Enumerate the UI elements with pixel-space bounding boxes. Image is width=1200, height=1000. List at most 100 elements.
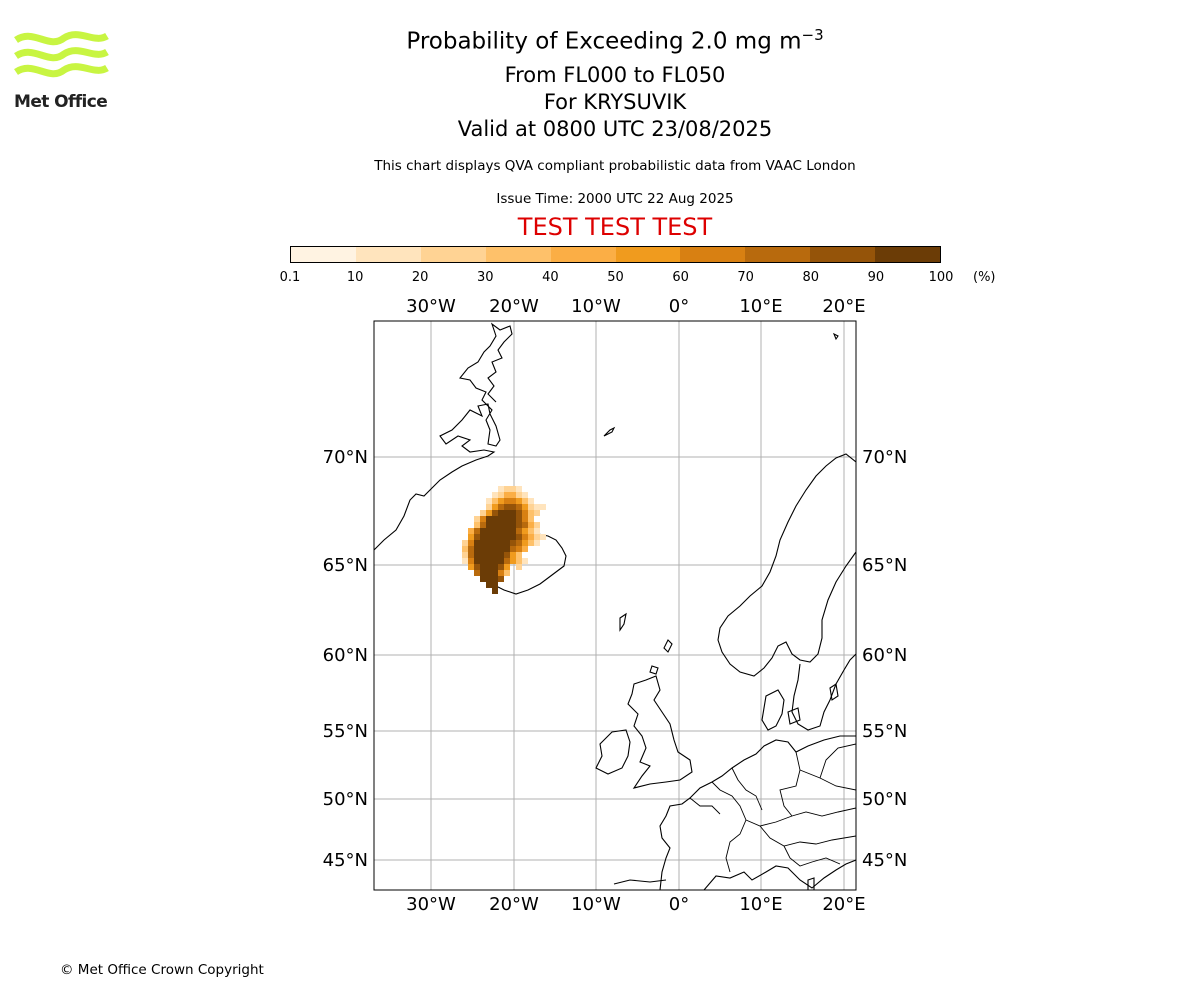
plume-cell: [504, 564, 510, 570]
corsica: [807, 877, 815, 890]
longitude-label: 0°: [669, 894, 689, 915]
plume-cell: [492, 582, 498, 588]
plume-cell: [480, 558, 486, 564]
plume-cell: [486, 522, 492, 528]
colorbar-segment: [420, 247, 486, 262]
plume-cell: [510, 552, 516, 558]
plume-cell: [486, 564, 492, 570]
plume-cell: [474, 564, 480, 570]
plume-cell: [516, 564, 522, 570]
plume-cell: [522, 522, 528, 528]
plume-cell: [486, 528, 492, 534]
colorbar-segment: [485, 247, 551, 262]
plume-cell: [480, 570, 486, 576]
longitude-label: 10°E: [739, 894, 782, 915]
map-background: [374, 321, 856, 890]
plume-cell: [510, 540, 516, 546]
test-banner: TEST TEST TEST: [517, 213, 713, 241]
plume-cell: [480, 516, 486, 522]
plume-cell: [534, 522, 540, 528]
plume-cell: [498, 492, 504, 498]
plume-cell: [522, 510, 528, 516]
plume-cell: [492, 540, 498, 546]
latitude-label: 55°N: [323, 721, 368, 742]
latitude-label: 45°N: [862, 850, 907, 871]
longitude-label: 20°W: [489, 894, 539, 915]
norway-coast: [717, 453, 856, 677]
plume-cell: [492, 552, 498, 558]
plume-cell: [492, 546, 498, 552]
plume-cell: [498, 576, 504, 582]
longitude-labels-top: 30°W 20°W 10°W 0° 10°E 20°E: [406, 296, 865, 317]
plume-cell: [480, 522, 486, 528]
plume-cell: [516, 486, 522, 492]
border: [689, 797, 721, 815]
iberia-north-coast: [613, 879, 667, 885]
country-borders: [689, 743, 856, 873]
colorbar-tick-label: 50: [607, 270, 624, 285]
gotland: [829, 683, 839, 701]
plume-cell: [462, 540, 468, 546]
ireland-coast: [595, 729, 631, 775]
plume-cell: [516, 498, 522, 504]
plume-cell: [474, 570, 480, 576]
colorbar-tick-label: 0.1: [279, 270, 301, 285]
latitude-label: 60°N: [323, 645, 368, 666]
plume-cell: [516, 546, 522, 552]
plume-cell: [462, 558, 468, 564]
colorbar-segment: [291, 247, 356, 262]
plume-cell: [474, 540, 480, 546]
plume-cell: [510, 546, 516, 552]
north-sea-coast: [659, 735, 856, 890]
plume-cell: [516, 528, 522, 534]
border: [819, 743, 856, 779]
plume-cell: [468, 558, 474, 564]
plume-cell: [528, 516, 534, 522]
orkney: [649, 665, 659, 675]
colorbar-tick-label: 10: [346, 270, 364, 285]
colorbar-tick-label: 90: [867, 270, 885, 285]
plume-cell: [486, 498, 492, 504]
plume-cell: [522, 516, 528, 522]
plume-cell: [492, 558, 498, 564]
colorbar-segment: [745, 247, 811, 262]
longitude-label: 0°: [669, 296, 689, 317]
plume-cell: [534, 510, 540, 516]
probability-colorbar: [290, 246, 941, 263]
flight-level-range: From FL000 to FL050: [504, 63, 726, 87]
plume-cell: [504, 528, 510, 534]
plume-cell: [510, 534, 516, 540]
plume-cell: [504, 522, 510, 528]
plume-cell: [528, 534, 534, 540]
plume-cell: [510, 522, 516, 528]
plume-cell: [474, 552, 480, 558]
colorbar-tick-label: 100: [928, 270, 954, 285]
met-office-logo: [14, 31, 109, 78]
logo-text: Met Office: [14, 92, 108, 112]
plume-cell: [468, 534, 474, 540]
colorbar-segment: [550, 247, 616, 262]
plume-cell: [504, 486, 510, 492]
plume-cell: [528, 504, 534, 510]
plume-cell: [498, 486, 504, 492]
plume-cell: [510, 492, 516, 498]
plume-cell: [486, 504, 492, 510]
plume-cell: [516, 540, 522, 546]
colorbar-segment: [615, 247, 681, 262]
latitude-labels-right: 70°N 65°N 60°N 55°N 50°N 45°N: [862, 447, 907, 871]
colorbar-tick-label: 40: [542, 270, 559, 285]
plume-cell: [498, 510, 504, 516]
plume-cell: [522, 558, 528, 564]
plume-cell: [492, 534, 498, 540]
plume-cell: [498, 558, 504, 564]
plume-cell: [468, 564, 474, 570]
plume-cell: [480, 540, 486, 546]
plume-cell: [492, 492, 498, 498]
plume-cell: [498, 546, 504, 552]
border: [731, 767, 763, 811]
plume-cell: [510, 558, 516, 564]
mediterranean-coast: [703, 859, 856, 890]
plume-cell: [480, 576, 486, 582]
plume-cell: [528, 528, 534, 534]
plume-cell: [492, 498, 498, 504]
